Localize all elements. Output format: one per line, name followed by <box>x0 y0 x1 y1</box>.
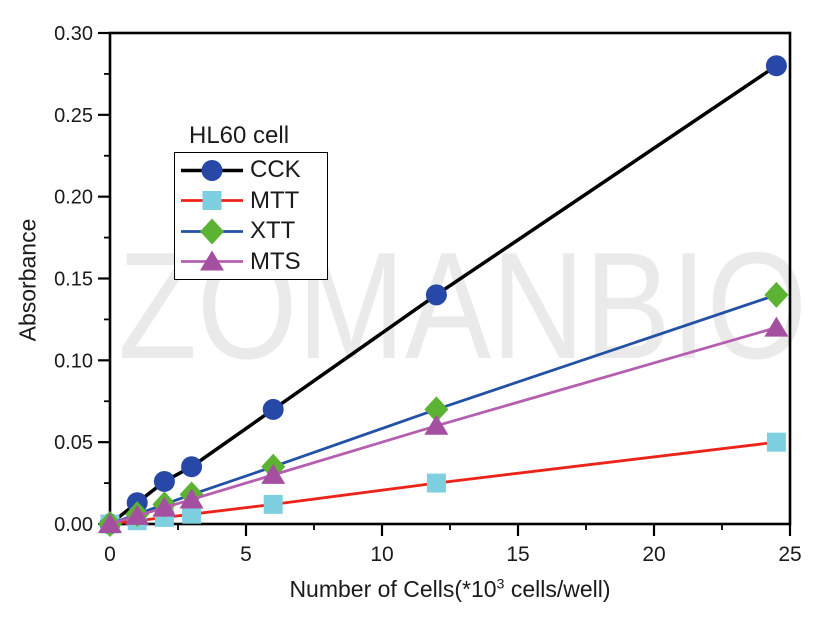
circle-marker <box>181 456 203 478</box>
legend-item-mts: MTS <box>175 247 327 276</box>
triangle-marker <box>125 504 150 525</box>
legend-box: CCK MTT XTT MTS <box>174 152 328 280</box>
x-axis-label-pre: Number of Cells(*10 <box>289 576 497 602</box>
x-axis-label-post: cells/well) <box>504 576 611 602</box>
legend-label-xtt: XTT <box>250 217 296 245</box>
y-tick-label: 0.10 <box>54 350 93 372</box>
legend-label-mts: MTS <box>250 247 301 275</box>
y-tick-label: 0.15 <box>54 269 93 291</box>
x-tick-label: 25 <box>778 543 801 566</box>
x-axis: 0 5 10 15 20 25 <box>104 524 802 566</box>
x-axis-label-sup: 3 <box>496 576 505 593</box>
legend-swatch-xtt <box>181 218 243 245</box>
y-tick-label: 0.05 <box>54 432 93 454</box>
triangle-marker <box>764 316 789 337</box>
triangle-marker <box>261 463 286 484</box>
square-marker <box>766 432 786 452</box>
square-marker <box>182 504 202 524</box>
series-mtt <box>100 432 786 534</box>
triangle-marker <box>200 250 224 271</box>
y-axis-label: Absorbance <box>14 218 41 342</box>
legend-item-xtt: XTT <box>175 217 327 246</box>
triangle-marker <box>179 488 204 509</box>
y-tick-label: 0.00 <box>54 514 93 536</box>
legend-item-mtt: MTT <box>175 186 327 215</box>
legend-label-cck: CCK <box>250 156 301 184</box>
square-marker <box>426 473 446 493</box>
circle-marker <box>153 470 175 492</box>
y-tick-label: 0.25 <box>54 105 93 127</box>
square-marker <box>263 494 283 514</box>
circle-marker <box>262 398 284 420</box>
x-axis-label: Number of Cells(*103 cells/well) <box>289 576 610 603</box>
triangle-marker <box>424 414 449 435</box>
x-tick-label: 5 <box>240 543 252 566</box>
legend-title: HL60 cell <box>189 122 290 149</box>
circle-marker <box>201 159 223 181</box>
diamond-marker <box>764 281 789 308</box>
x-tick-label: 0 <box>104 543 116 566</box>
diamond-marker <box>424 396 449 423</box>
legend-label-mtt: MTT <box>250 186 300 214</box>
x-tick-label: 10 <box>370 543 393 566</box>
diamond-marker <box>200 218 224 245</box>
legend-swatch-mtt <box>181 191 243 211</box>
y-axis: 0.00 0.05 0.10 0.15 0.20 0.25 0.30 <box>54 23 110 536</box>
x-tick-label: 15 <box>506 543 529 566</box>
circle-marker <box>765 55 787 77</box>
legend-item-cck: CCK <box>175 156 327 185</box>
square-marker <box>202 191 222 211</box>
legend-swatch-mts <box>181 250 243 271</box>
triangle-marker <box>152 496 177 517</box>
y-tick-label: 0.20 <box>54 187 93 209</box>
circle-marker <box>425 284 447 306</box>
x-tick-label: 20 <box>642 543 665 566</box>
y-tick-label: 0.30 <box>54 23 93 45</box>
series-line-mts <box>108 326 778 526</box>
legend-swatch-cck <box>181 159 243 181</box>
series-mts <box>98 316 789 533</box>
triangle-marker <box>98 513 122 533</box>
series-xtt <box>98 281 789 537</box>
